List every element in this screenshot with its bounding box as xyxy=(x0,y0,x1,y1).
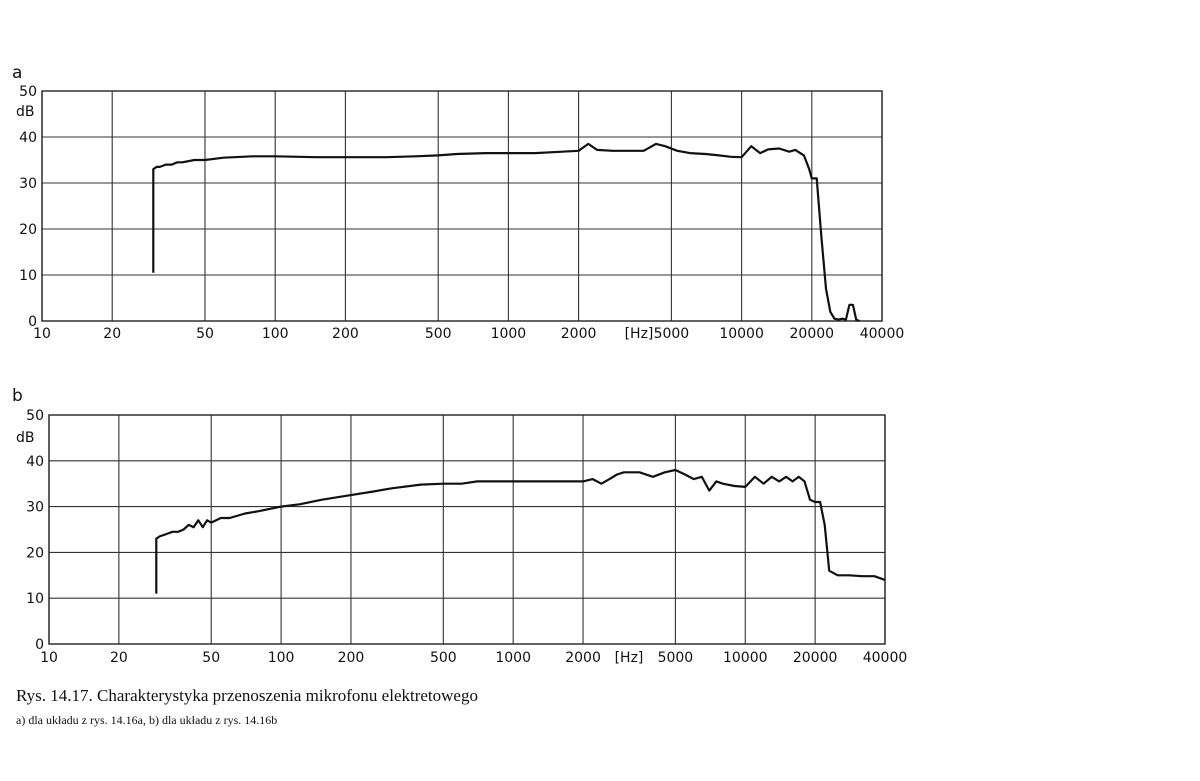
x-tick-label-5000: 5000 xyxy=(654,326,690,342)
x-tick-label-20000: 20000 xyxy=(790,326,835,342)
series-line-a-0 xyxy=(152,142,860,323)
x-tick-label-100: 100 xyxy=(262,326,289,342)
y-tick-label-50: 50 xyxy=(26,408,44,424)
y-tick-label-0: 0 xyxy=(35,637,44,653)
x-tick-label-2000: 2000 xyxy=(565,650,601,666)
x-tick-label-5000: 5000 xyxy=(658,650,694,666)
plot-frame xyxy=(48,414,886,645)
y-axis-label: dB xyxy=(16,430,35,446)
x-tick-label-40000: 40000 xyxy=(863,650,908,666)
y-tick-label-30: 30 xyxy=(26,500,44,516)
x-tick-label-40000: 40000 xyxy=(860,326,905,342)
y-tick-label-0: 0 xyxy=(28,314,37,330)
panel-label-b: b xyxy=(12,386,23,406)
x-tick-label-100: 100 xyxy=(268,650,295,666)
y-tick-label-10: 10 xyxy=(26,591,44,607)
series-line-b-0 xyxy=(155,468,886,594)
plot-frame xyxy=(41,90,883,322)
panel-label-a: a xyxy=(12,63,22,83)
y-axis-label: dB xyxy=(16,104,35,120)
x-unit-label: [Hz] xyxy=(615,650,644,666)
x-tick-label-500: 500 xyxy=(425,326,452,342)
y-tick-label-30: 30 xyxy=(19,176,37,192)
y-tick-label-20: 20 xyxy=(26,545,44,561)
y-tick-label-40: 40 xyxy=(19,130,37,146)
y-tick-label-40: 40 xyxy=(26,454,44,470)
y-tick-label-50: 50 xyxy=(19,84,37,100)
x-tick-label-10: 10 xyxy=(40,650,58,666)
x-tick-label-10000: 10000 xyxy=(719,326,764,342)
x-tick-label-10000: 10000 xyxy=(723,650,768,666)
x-tick-label-50: 50 xyxy=(202,650,220,666)
x-tick-label-10: 10 xyxy=(33,326,51,342)
x-tick-label-20000: 20000 xyxy=(793,650,838,666)
x-tick-label-20: 20 xyxy=(103,326,121,342)
y-tick-label-20: 20 xyxy=(19,222,37,238)
x-tick-label-1000: 1000 xyxy=(495,650,531,666)
x-tick-label-1000: 1000 xyxy=(491,326,527,342)
x-tick-label-20: 20 xyxy=(110,650,128,666)
x-tick-label-2000: 2000 xyxy=(561,326,597,342)
x-tick-label-200: 200 xyxy=(332,326,359,342)
x-tick-label-500: 500 xyxy=(430,650,457,666)
figure-caption: Rys. 14.17. Charakterystyka przenoszenia… xyxy=(16,686,478,705)
x-unit-label: [Hz] xyxy=(625,326,654,342)
x-tick-label-50: 50 xyxy=(196,326,214,342)
x-tick-label-200: 200 xyxy=(338,650,365,666)
y-tick-label-10: 10 xyxy=(19,268,37,284)
figure-caption-sub: a) dla układu z rys. 14.16a, b) dla ukła… xyxy=(16,713,278,727)
